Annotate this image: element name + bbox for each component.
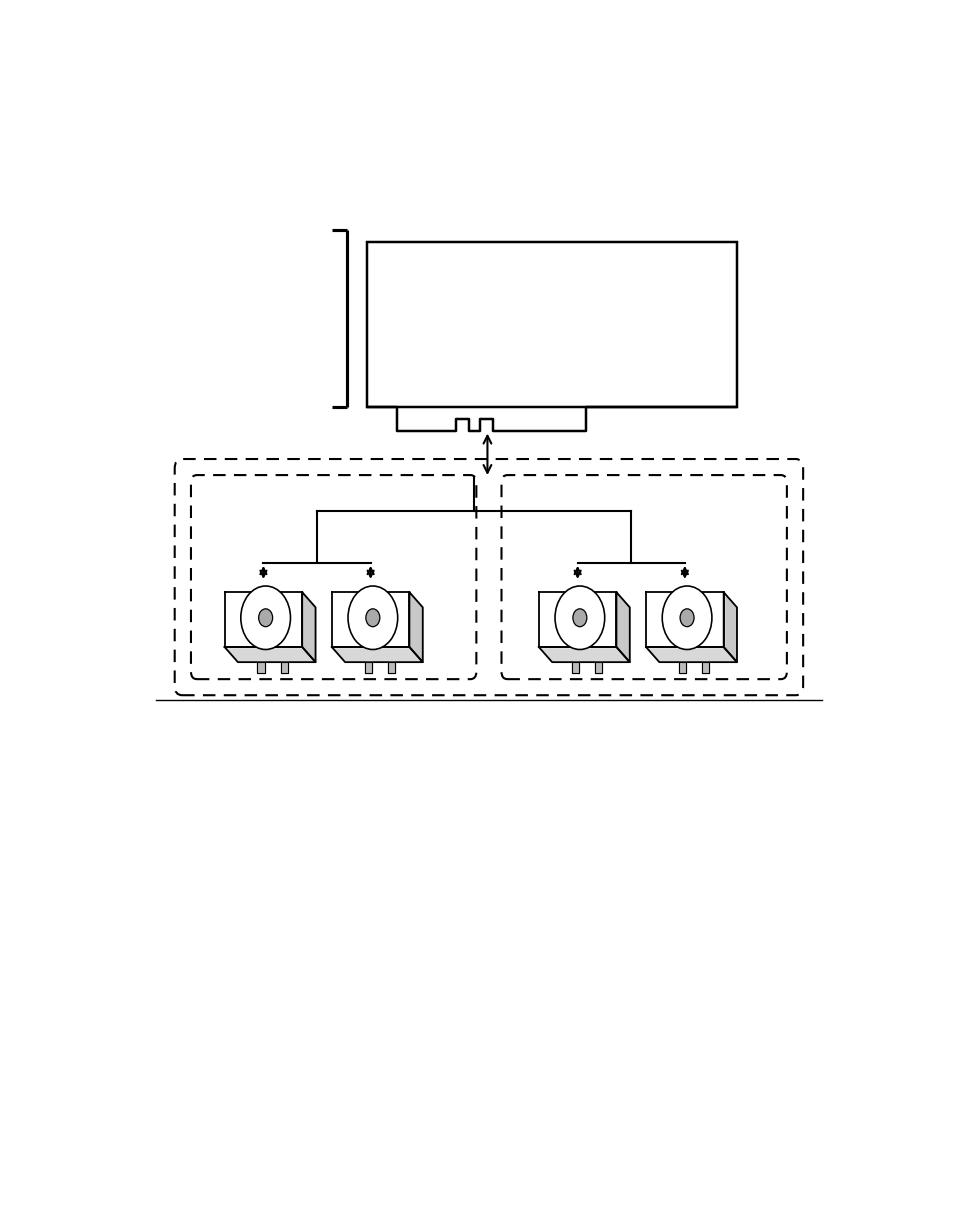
Polygon shape	[701, 663, 709, 674]
Polygon shape	[364, 663, 372, 674]
FancyBboxPatch shape	[191, 475, 476, 680]
Polygon shape	[332, 647, 422, 663]
Circle shape	[661, 587, 711, 649]
Circle shape	[258, 609, 273, 627]
Polygon shape	[538, 647, 629, 663]
Polygon shape	[538, 593, 616, 647]
Polygon shape	[645, 593, 723, 647]
Circle shape	[366, 609, 379, 627]
Polygon shape	[332, 593, 409, 647]
Circle shape	[679, 609, 694, 627]
Polygon shape	[224, 647, 315, 663]
Polygon shape	[409, 593, 422, 663]
Polygon shape	[257, 663, 264, 674]
Polygon shape	[723, 593, 737, 663]
Polygon shape	[616, 593, 629, 663]
Polygon shape	[280, 663, 288, 674]
Circle shape	[240, 587, 290, 649]
FancyBboxPatch shape	[174, 459, 802, 696]
Polygon shape	[678, 663, 685, 674]
Circle shape	[555, 587, 604, 649]
Polygon shape	[595, 663, 601, 674]
Polygon shape	[224, 593, 302, 647]
Polygon shape	[302, 593, 315, 663]
Circle shape	[348, 587, 397, 649]
FancyBboxPatch shape	[501, 475, 786, 680]
Polygon shape	[388, 663, 395, 674]
Circle shape	[573, 609, 586, 627]
Bar	[367, 242, 736, 407]
Polygon shape	[571, 663, 578, 674]
Polygon shape	[645, 647, 737, 663]
